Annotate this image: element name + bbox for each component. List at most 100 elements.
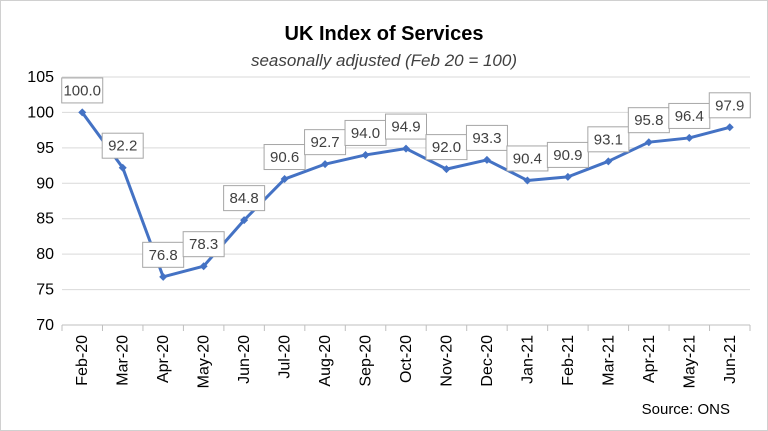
data-label: 92.7: [304, 129, 347, 156]
data-label-box: [182, 231, 225, 258]
data-point-marker: [118, 163, 127, 172]
data-label-text: 94.9: [391, 119, 420, 136]
chart-title: UK Index of Services: [285, 23, 484, 45]
data-point-marker: [240, 216, 249, 225]
data-label-box: [668, 102, 711, 129]
data-point-marker: [685, 133, 694, 142]
data-label: 76.8: [142, 241, 185, 268]
x-tick-label: Jan-21: [519, 335, 536, 384]
x-tick-label: Apr-21: [641, 335, 658, 383]
data-label-text: 92.2: [108, 138, 137, 155]
data-label: 92.2: [101, 132, 144, 159]
data-label-text: 97.9: [715, 97, 744, 114]
data-label-text: 93.1: [594, 131, 623, 148]
data-point-marker: [280, 175, 289, 184]
x-tick-label: Apr-20: [155, 335, 172, 383]
data-label-box: [101, 132, 144, 159]
data-point-marker: [78, 108, 87, 117]
x-tick-label: Mar-21: [600, 335, 617, 386]
y-tick-label: 85: [36, 211, 54, 228]
data-point-marker: [563, 172, 572, 181]
data-label-text: 84.8: [230, 190, 259, 207]
data-label: 90.9: [546, 141, 589, 168]
x-tick-label: Oct-20: [398, 335, 415, 383]
data-label-text: 95.8: [634, 112, 663, 129]
data-label-text: 90.6: [270, 149, 299, 166]
data-label-box: [385, 113, 427, 140]
data-label: 96.4: [668, 102, 711, 129]
data-label: 100.0: [61, 77, 104, 104]
x-tick-label: May-20: [196, 335, 213, 388]
data-label: 95.8: [627, 107, 670, 134]
data-label: 90.4: [506, 145, 549, 172]
data-label-box: [263, 144, 306, 171]
data-label: 84.8: [223, 185, 266, 212]
x-tick-label: Jun-20: [236, 335, 253, 384]
x-tick-label: May-21: [681, 335, 698, 388]
data-label-box: [61, 77, 104, 104]
data-label: 97.9: [708, 92, 751, 119]
data-label-text: 94.0: [351, 125, 380, 142]
chart-subtitle: seasonally adjusted (Feb 20 = 100): [251, 51, 517, 70]
data-label-text: 76.8: [149, 247, 178, 264]
data-label: 94.0: [344, 119, 387, 146]
x-tick-label: Jun-21: [722, 335, 739, 384]
x-tick-label: Aug-20: [317, 335, 334, 387]
data-label-box: [587, 126, 630, 153]
data-point-marker: [523, 176, 532, 185]
data-label: 78.3: [182, 231, 225, 258]
data-point-marker: [604, 157, 613, 166]
data-point-marker: [402, 144, 410, 153]
data-labels: 100.0 92.2 76.8 78.3 84.8 90.6 92.7 94.0 94.9 92.…: [61, 77, 751, 268]
y-tick-label: 105: [27, 69, 54, 86]
data-label-box: [425, 134, 468, 161]
data-label-box: [223, 185, 266, 212]
y-tick-label: 75: [36, 282, 54, 299]
data-label-text: 90.9: [553, 147, 582, 164]
data-label-box: [344, 119, 387, 146]
x-tick-label: Nov-20: [438, 335, 455, 387]
y-tick-label: 70: [36, 317, 54, 334]
x-tick-label: Mar-20: [115, 335, 132, 386]
data-label-text: 93.3: [472, 130, 501, 147]
data-point-marker: [644, 138, 653, 147]
x-tick-label: Jul-20: [277, 335, 294, 379]
y-tick-label: 95: [36, 140, 54, 157]
y-axis-ticks: 70 75 80 85 90 95 100 105: [27, 69, 54, 334]
x-tick-label: Sep-20: [358, 335, 375, 387]
data-label-text: 92.0: [432, 139, 461, 156]
data-label: 90.6: [263, 144, 306, 171]
data-point-marker: [442, 165, 451, 174]
data-point-marker: [482, 155, 491, 164]
y-tick-label: 80: [36, 246, 54, 263]
x-tick-label: Dec-20: [479, 335, 496, 387]
data-label: 93.1: [587, 126, 630, 153]
data-point-marker: [321, 160, 330, 169]
x-tick-label: Feb-21: [560, 335, 577, 386]
source-note: Source: ONS: [642, 401, 730, 418]
data-label-box: [708, 92, 751, 119]
data-point-marker: [159, 272, 168, 281]
data-label-text: 90.4: [513, 150, 542, 167]
data-label: 94.9: [385, 113, 427, 140]
data-label-box: [465, 124, 508, 151]
series-markers: [78, 108, 734, 281]
data-label-box: [546, 141, 589, 168]
y-tick-label: 90: [36, 175, 54, 192]
data-label: 92.0: [425, 134, 468, 161]
y-tick-label: 100: [27, 104, 54, 121]
x-axis-ticks: Feb-20 Mar-20 Apr-20 May-20 Jun-20 Jul-20 Aug-…: [61, 325, 751, 388]
data-label-box: [506, 145, 549, 172]
x-tick-label: Feb-20: [74, 335, 91, 386]
data-label-text: 92.7: [310, 134, 339, 151]
data-label-text: 96.4: [675, 108, 704, 125]
data-point-marker: [199, 262, 208, 271]
data-label-text: 78.3: [189, 236, 218, 253]
data-point-marker: [361, 150, 370, 159]
data-point-marker: [725, 123, 734, 132]
data-label-text: 100.0: [63, 82, 101, 99]
data-label: 93.3: [465, 124, 508, 151]
data-label-box: [304, 129, 347, 156]
